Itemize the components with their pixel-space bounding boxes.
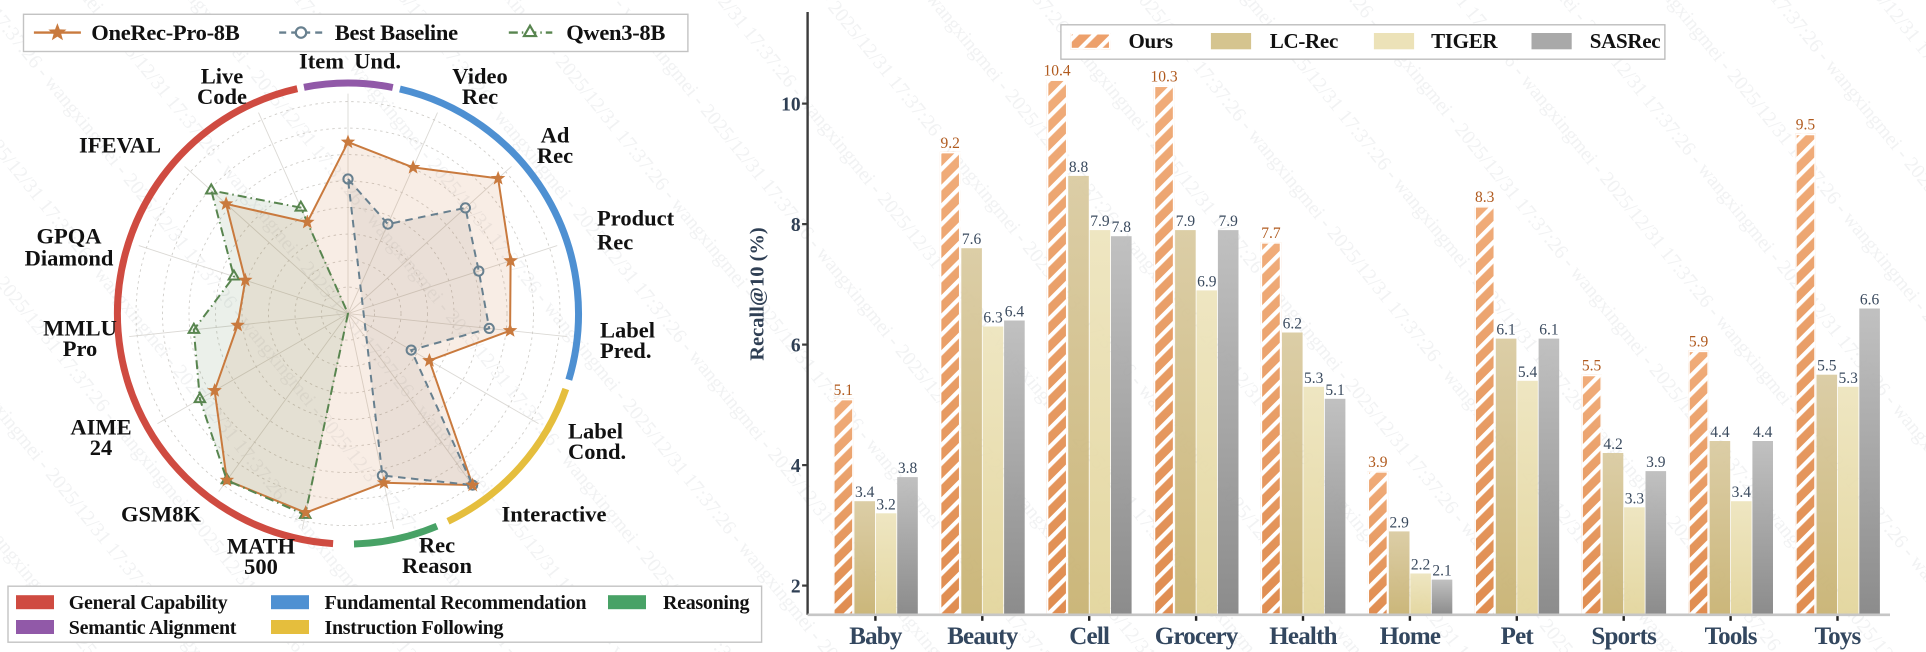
svg-text:6.9: 6.9 [1197, 273, 1217, 290]
svg-text:Recall@10 (%): Recall@10 (%) [747, 227, 769, 361]
svg-text:IFEVAL: IFEVAL [79, 133, 161, 158]
svg-text:Tools: Tools [1705, 623, 1758, 650]
svg-text:4.2: 4.2 [1603, 436, 1622, 453]
svg-text:Ad: Ad [541, 123, 570, 148]
svg-text:5.3: 5.3 [1839, 370, 1859, 387]
svg-text:Pro: Pro [63, 336, 98, 361]
svg-text:GSM8K: GSM8K [121, 502, 202, 527]
svg-text:5.9: 5.9 [1689, 334, 1709, 351]
svg-text:5.1: 5.1 [834, 382, 853, 399]
svg-text:7.6: 7.6 [962, 231, 982, 248]
svg-text:6.1: 6.1 [1539, 322, 1558, 339]
svg-text:TIGER: TIGER [1431, 29, 1498, 53]
svg-text:Interactive: Interactive [502, 502, 607, 527]
svg-text:Rec: Rec [537, 143, 573, 168]
svg-text:5.5: 5.5 [1817, 358, 1837, 375]
svg-text:3.9: 3.9 [1368, 454, 1388, 471]
svg-text:GPQA: GPQA [37, 224, 103, 249]
svg-text:OneRec-Pro-8B: OneRec-Pro-8B [91, 20, 239, 45]
svg-text:Item Und.: Item Und. [299, 49, 401, 74]
svg-text:3.2: 3.2 [876, 496, 895, 513]
svg-text:9.2: 9.2 [941, 135, 960, 152]
svg-text:9.5: 9.5 [1796, 117, 1816, 134]
svg-text:Rec: Rec [462, 84, 498, 109]
svg-text:7.9: 7.9 [1219, 213, 1239, 230]
svg-text:7.9: 7.9 [1176, 213, 1196, 230]
svg-text:6.3: 6.3 [983, 310, 1003, 327]
svg-text:Product: Product [597, 206, 675, 231]
svg-text:2.2: 2.2 [1411, 557, 1430, 574]
svg-text:6.6: 6.6 [1860, 292, 1880, 309]
svg-text:MMLU: MMLU [43, 316, 117, 341]
svg-text:LC-Rec: LC-Rec [1270, 29, 1338, 53]
svg-text:Label: Label [568, 419, 623, 444]
svg-text:2.9: 2.9 [1390, 514, 1410, 531]
svg-text:Live: Live [201, 64, 244, 89]
svg-text:Toys: Toys [1815, 623, 1862, 650]
svg-text:Qwen3-8B: Qwen3-8B [566, 20, 665, 45]
svg-text:2: 2 [791, 577, 801, 598]
svg-text:Best Baseline: Best Baseline [335, 20, 458, 45]
svg-text:Grocery: Grocery [1155, 623, 1239, 650]
svg-text:Reason: Reason [402, 553, 472, 578]
svg-text:Pet: Pet [1501, 623, 1535, 650]
svg-text:Sports: Sports [1591, 623, 1657, 650]
svg-text:500: 500 [244, 554, 278, 579]
svg-text:Instruction Following: Instruction Following [325, 617, 504, 639]
svg-text:5.1: 5.1 [1325, 382, 1344, 399]
svg-text:Cell: Cell [1069, 623, 1110, 650]
svg-text:General Capability: General Capability [69, 592, 228, 614]
svg-text:4.4: 4.4 [1753, 424, 1773, 441]
svg-text:6: 6 [791, 336, 801, 357]
svg-text:7.9: 7.9 [1090, 213, 1110, 230]
svg-text:3.8: 3.8 [898, 460, 918, 477]
svg-text:Fundamental Recommendation: Fundamental Recommendation [325, 592, 587, 614]
svg-text:3.9: 3.9 [1646, 454, 1666, 471]
svg-text:Ours: Ours [1129, 29, 1173, 53]
svg-text:Label: Label [600, 318, 655, 343]
svg-text:7.8: 7.8 [1112, 219, 1132, 236]
svg-text:MATH: MATH [227, 534, 296, 559]
svg-text:5.4: 5.4 [1518, 364, 1538, 381]
svg-text:3.4: 3.4 [855, 484, 875, 501]
svg-text:8.3: 8.3 [1475, 189, 1495, 206]
svg-text:Pred.: Pred. [600, 338, 651, 363]
svg-text:Rec: Rec [597, 230, 633, 255]
svg-text:Video: Video [452, 64, 507, 89]
svg-text:7.7: 7.7 [1261, 225, 1281, 242]
svg-text:6.4: 6.4 [1005, 304, 1025, 321]
svg-text:8: 8 [791, 215, 801, 236]
svg-text:Rec: Rec [419, 533, 455, 558]
svg-text:Cond.: Cond. [568, 439, 626, 464]
svg-text:Health: Health [1269, 623, 1337, 650]
svg-text:10.3: 10.3 [1150, 69, 1177, 86]
svg-text:5.3: 5.3 [1304, 370, 1324, 387]
svg-text:AIME: AIME [70, 415, 131, 440]
svg-text:10: 10 [781, 95, 801, 116]
svg-text:5.5: 5.5 [1582, 358, 1602, 375]
svg-text:2.1: 2.1 [1432, 563, 1451, 580]
svg-text:10.4: 10.4 [1044, 63, 1071, 80]
svg-text:4.4: 4.4 [1710, 424, 1730, 441]
svg-text:6.1: 6.1 [1496, 322, 1515, 339]
svg-text:SASRec: SASRec [1590, 29, 1661, 53]
svg-text:8.8: 8.8 [1069, 159, 1089, 176]
svg-text:Home: Home [1380, 623, 1441, 650]
svg-text:Semantic Alignment: Semantic Alignment [69, 617, 237, 639]
svg-text:Diamond: Diamond [25, 246, 114, 271]
svg-text:24: 24 [90, 435, 113, 460]
svg-text:Beauty: Beauty [947, 623, 1019, 650]
svg-text:6.2: 6.2 [1283, 316, 1302, 333]
svg-text:Baby: Baby [849, 623, 903, 650]
svg-text:4: 4 [791, 456, 801, 477]
svg-text:Reasoning: Reasoning [663, 592, 750, 614]
svg-text:Code: Code [197, 84, 247, 109]
svg-text:3.3: 3.3 [1625, 490, 1645, 507]
svg-text:3.4: 3.4 [1732, 484, 1752, 501]
